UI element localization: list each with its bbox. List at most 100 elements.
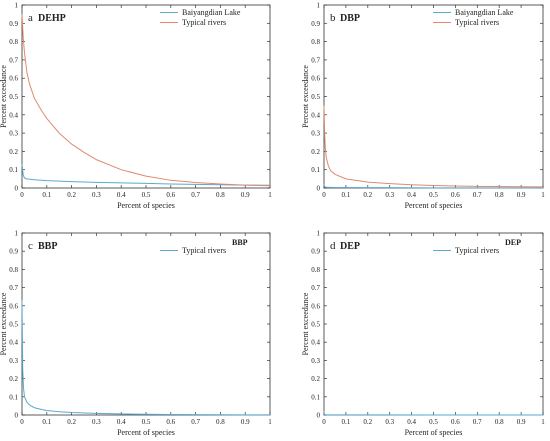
y-tick-label: 0.2 [9, 148, 18, 156]
y-tick-label: 0 [317, 185, 321, 193]
x-tick-label: 0.5 [142, 418, 151, 426]
y-tick-label: 0 [15, 412, 19, 420]
legend-title: BBP [232, 238, 248, 247]
y-tick-label: 0.7 [9, 56, 18, 64]
y-axis-label: Percent exceedance [0, 292, 8, 355]
y-tick-label: 0.6 [311, 75, 320, 83]
y-tick-label: 0.7 [311, 56, 320, 64]
x-tick-label: 0.2 [67, 191, 76, 199]
y-tick-label: 0 [317, 412, 321, 420]
x-tick-label: 0.3 [385, 418, 394, 426]
x-tick-label: 0.6 [451, 191, 460, 199]
x-tick-label: 0.3 [92, 191, 101, 199]
y-tick-label: 0.4 [311, 111, 320, 119]
x-tick-label: 0.7 [473, 418, 482, 426]
y-tick-label: 0.2 [9, 375, 18, 383]
x-tick-label: 0 [322, 191, 326, 199]
panel-c: 0 0.1 0.2 0.3 0.4 0.5 0.6 0.7 0.8 0.9 1 0 0.1 0.2 0.3 0… [0, 230, 272, 438]
y-tick-label: 0.3 [311, 357, 320, 365]
x-tick-label: 0.7 [191, 191, 200, 199]
x-tick-label: 0.4 [117, 418, 126, 426]
x-tick-label: 0.1 [342, 418, 351, 426]
y-tick-label: 0.8 [311, 38, 320, 46]
y-tick-label: 0.8 [9, 266, 18, 274]
y-tick-label: 0.8 [9, 38, 18, 46]
panel-letter: a [28, 12, 33, 24]
y-tick-label: 0.5 [9, 321, 18, 329]
x-tick-label: 0.8 [495, 418, 504, 426]
x-tick-label: 0.9 [517, 191, 526, 199]
x-tick-label: 0.4 [407, 191, 416, 199]
x-tick-label: 0.1 [42, 191, 51, 199]
x-tick-label: 1 [268, 191, 272, 199]
x-tick-label: 0.1 [342, 191, 351, 199]
x-tick-label: 0.6 [451, 418, 460, 426]
x-tick-label: 0.8 [216, 191, 225, 199]
series-line-baiyangdian-lake [21, 164, 271, 186]
legend-entry: Typical rivers [182, 18, 226, 27]
x-tick-label: 0.2 [67, 418, 76, 426]
y-tick-label: 0.8 [311, 266, 320, 274]
x-tick-label: 0 [20, 191, 24, 199]
panel-b: 0 0.1 0.2 0.3 0.4 0.5 0.6 0.7 0.8 0.9 1 0 0.1 0.2 0.3 0… [301, 2, 545, 211]
y-tick-label: 0 [15, 185, 19, 193]
y-axis-label: Percent exceedance [0, 65, 8, 128]
plot-frame [323, 4, 544, 189]
x-tick-label: 0.5 [429, 191, 438, 199]
y-tick-label: 0.9 [311, 20, 320, 28]
series-line-typical-rivers [21, 300, 270, 416]
y-tick-label: 0.9 [311, 248, 320, 256]
x-tick-label: 1 [541, 418, 545, 426]
y-tick-label: 0.7 [9, 284, 18, 292]
y-tick-label: 0.1 [311, 393, 320, 401]
x-tick-label: 0.5 [142, 191, 151, 199]
x-axis-label: Percent of species [405, 428, 463, 437]
series-line-typical-rivers [323, 105, 544, 188]
y-tick-label: 0.4 [9, 339, 18, 347]
chart-title: DEP [340, 241, 360, 252]
y-tick-label: 0.3 [9, 357, 18, 365]
x-tick-label: 0.4 [407, 418, 416, 426]
x-tick-label: 0.9 [241, 418, 250, 426]
y-tick-label: 0.1 [9, 166, 18, 174]
y-axis-label: Percent exceedance [301, 65, 310, 128]
series-line-typical-rivers [323, 411, 544, 416]
legend: BBP Typical rivers [160, 238, 248, 255]
y-tick-label: 0.6 [9, 75, 18, 83]
plot-frame [21, 232, 271, 416]
x-axis-label: Percent of species [405, 201, 463, 210]
y-tick-label: 0.6 [9, 302, 18, 310]
panel-letter: c [28, 240, 33, 252]
y-tick-label: 1 [15, 230, 19, 238]
x-tick-label: 0.2 [363, 418, 372, 426]
chart-title: DEHP [38, 13, 66, 24]
panel-letter: b [330, 12, 336, 24]
legend-entry: Typical rivers [182, 246, 226, 255]
x-tick-label: 0.8 [216, 418, 225, 426]
x-tick-label: 1 [541, 191, 545, 199]
x-tick-label: 0.7 [473, 191, 482, 199]
x-tick-label: 0.1 [42, 418, 51, 426]
y-tick-label: 0.1 [311, 166, 320, 174]
x-tick-label: 0.2 [363, 191, 372, 199]
x-tick-label: 0.4 [117, 191, 126, 199]
x-tick-label: 0.8 [495, 191, 504, 199]
x-tick-label: 0.5 [429, 418, 438, 426]
legend: DEP Typical rivers [433, 238, 521, 255]
panel-a: 0 0.1 0.2 0.3 0.4 0.5 0.6 0.7 0.8 0.9 1 0 0.1 0.2 0.3 0… [0, 2, 272, 211]
y-tick-label: 0.6 [311, 302, 320, 310]
x-tick-label: 0.9 [517, 418, 526, 426]
y-tick-label: 0.5 [9, 93, 18, 101]
x-axis-label: Percent of species [117, 201, 175, 210]
chart-title: DBP [340, 13, 360, 24]
x-tick-label: 0.6 [166, 418, 175, 426]
y-tick-label: 0.4 [9, 111, 18, 119]
legend-entry: Baiyangdian Lake [182, 8, 241, 17]
y-tick-label: 0.3 [9, 130, 18, 138]
y-tick-label: 0.2 [311, 375, 320, 383]
x-tick-label: 0.3 [92, 418, 101, 426]
x-tick-label: 0.9 [241, 191, 250, 199]
x-axis-label: Percent of species [117, 428, 175, 437]
